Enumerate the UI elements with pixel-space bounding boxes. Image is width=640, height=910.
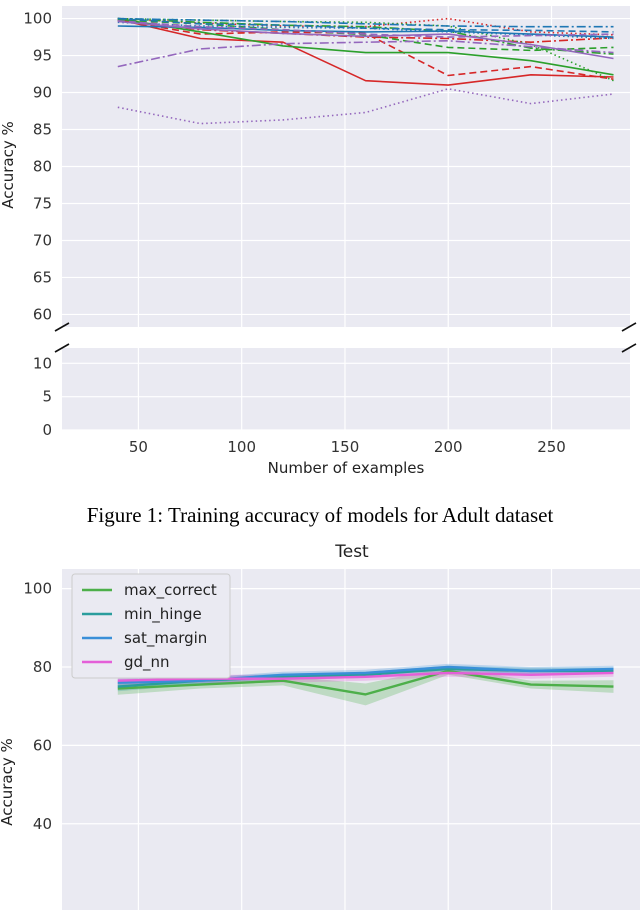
y-tick-label: 80 [33,158,52,176]
series-line-4 [117,17,614,36]
fig1-y-axis-label: Accuracy % [0,121,17,209]
x-tick-label: 100 [227,438,256,456]
legend-label-max_correct: max_correct [124,581,217,600]
y-tick-label: 80 [33,658,52,676]
y-tick-label: 100 [23,10,52,28]
y-tick-label: 75 [33,194,52,212]
fig1-upper-y-ticks: 60 65 70 75 80 85 90 95 100 [23,10,52,324]
break-mark-upper-right [621,322,637,332]
y-tick-label: 60 [33,305,52,323]
series-line-7 [117,17,614,55]
series-line-sat_margin [117,665,614,684]
legend-label-min_hinge: min_hinge [124,605,202,624]
y-tick-label: 5 [42,388,52,406]
series-line-5 [117,17,614,76]
fig1-axis-break-marks [54,322,637,353]
series-line-2 [117,19,614,80]
y-tick-label: 40 [33,815,52,833]
fig1-x-axis-label: Number of examples [268,459,425,477]
x-tick-label: 50 [129,438,148,456]
series-line-12 [117,21,614,40]
fig2-series-group [117,665,614,696]
y-tick-label: 0 [42,421,52,439]
fig2-legend-box [71,573,231,679]
fig2-legend: max_correct min_hinge sat_margin gd_nn [71,573,231,679]
y-tick-label: 10 [33,354,52,372]
series-line-3 [117,20,614,44]
x-tick-label: 250 [537,438,566,456]
fig1-upper-panel: 60 65 70 75 80 85 90 95 100 [23,6,630,327]
break-mark-upper-left [54,322,70,332]
series-line-max_correct [117,669,614,696]
fig1-upper-gridlines [62,6,630,327]
fig2-y-ticks: 40 60 80 100 [23,580,52,833]
x-tick-label: 150 [331,438,360,456]
y-tick-label: 85 [33,121,52,139]
legend-label-sat_margin: sat_margin [124,629,207,648]
confidence-band-min_hinge [117,665,614,692]
fig2-title: Test [334,542,369,562]
break-mark-lower-right [621,343,637,353]
fig1-series-group [117,17,614,125]
y-tick-label: 70 [33,231,52,249]
y-tick-label: 65 [33,268,52,286]
fig1-lower-plot-area [62,348,630,430]
series-line-11 [117,17,614,28]
series-line-gd_nn [117,671,614,682]
fig1-x-ticks: 50 100 150 200 250 [129,438,566,456]
series-line-16 [117,88,614,125]
fig2-gridlines [62,569,640,910]
series-line-15 [117,39,614,68]
fig2-legend-items: max_correct min_hinge sat_margin gd_nn [82,581,217,672]
y-tick-label: 90 [33,84,52,102]
x-tick-label: 200 [434,438,463,456]
break-mark-lower-left [54,343,70,353]
fig1-lower-y-ticks: 0 5 10 [33,354,52,439]
legend-label-gd_nn: gd_nn [124,653,170,672]
series-line-14 [117,20,614,38]
fig1-lower-panel: 0 5 10 50 100 150 200 250 [33,348,630,456]
fig1-caption: Figure 1: Training accuracy of models fo… [87,503,554,527]
y-tick-label: 95 [33,47,52,65]
fig2-y-axis-label: Accuracy % [0,738,16,826]
series-line-13 [117,20,614,60]
series-line-1 [117,18,614,86]
y-tick-label: 60 [33,736,52,754]
fig1-lower-gridlines [62,348,630,431]
y-tick-label: 100 [23,580,52,598]
